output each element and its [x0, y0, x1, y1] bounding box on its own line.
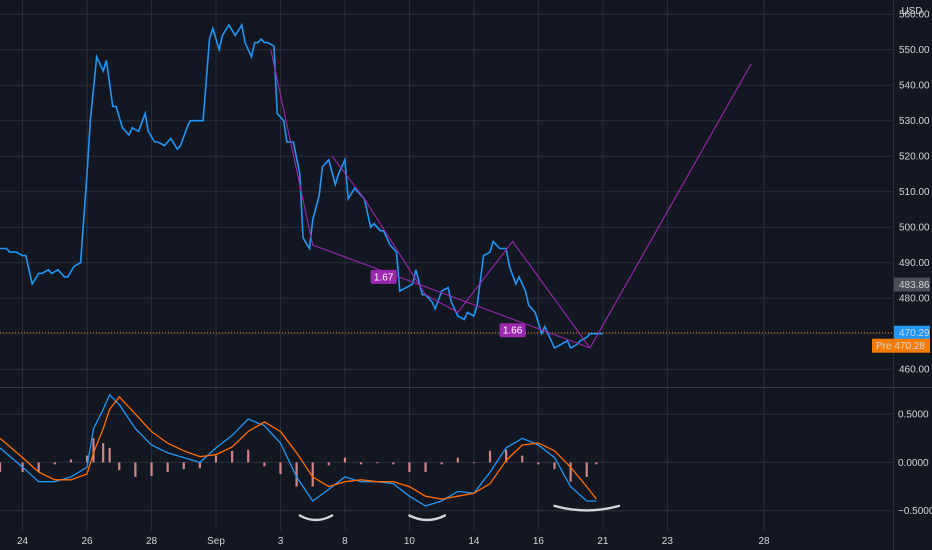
histogram-bar [37, 462, 40, 473]
last-price-label: 470.29 [899, 328, 930, 339]
histogram-bar [231, 450, 234, 463]
pattern-line[interactable] [270, 49, 591, 349]
price-tick-label: 490.00 [899, 258, 930, 269]
histogram-bar [166, 462, 169, 473]
time-tick-label: 24 [17, 536, 29, 547]
histogram-bar [279, 462, 282, 474]
histogram-bar [553, 462, 556, 470]
prev-close-label: Pre 470.28 [876, 341, 925, 352]
histogram-bar [585, 462, 588, 477]
time-tick-label: 3 [278, 536, 284, 547]
currency-label: USD [901, 6, 922, 17]
price-tick-label: 480.00 [899, 294, 930, 305]
histogram-bar [182, 462, 185, 470]
histogram-bar [521, 455, 524, 463]
histogram-bar [327, 462, 330, 466]
time-tick-label: 23 [662, 536, 674, 547]
histogram-bar [69, 459, 73, 463]
crosshair-price-box [894, 277, 930, 292]
histogram-bar [108, 447, 111, 463]
histogram-bar [440, 462, 443, 465]
time-tick-label: 26 [81, 536, 93, 547]
histogram-bar [134, 462, 137, 477]
highlight-curve[interactable] [408, 514, 447, 522]
histogram-bar [85, 455, 89, 463]
histogram-bar [311, 462, 314, 487]
price-tick-label: 460.00 [899, 365, 930, 376]
histogram-bar [488, 450, 492, 463]
histogram-bar [472, 462, 476, 464]
macd-tick-label: 0.5000 [898, 410, 929, 421]
histogram-bar [505, 449, 508, 463]
histogram-bar [118, 462, 121, 471]
histogram-bar [102, 443, 105, 463]
histogram-bar [456, 457, 459, 463]
histogram-bar [92, 438, 95, 463]
crosshair-price-label: 483.86 [899, 280, 930, 291]
histogram-bar [198, 462, 201, 469]
histogram-bar [343, 457, 347, 463]
histogram-bar [0, 462, 2, 473]
macd-tick-label: 0.0000 [898, 458, 929, 469]
last-price-box [894, 325, 930, 340]
price-tick-label: 530.00 [899, 116, 930, 127]
macd-tick-label: −0.5000 [898, 506, 932, 517]
time-tick-label: 8 [342, 536, 348, 547]
time-tick-label: 14 [468, 536, 480, 547]
histogram-bar [359, 462, 363, 465]
histogram-bar [569, 462, 572, 482]
histogram-bar [595, 462, 598, 465]
price-tick-label: 560.00 [899, 10, 930, 21]
price-tick-label: 510.00 [899, 187, 930, 198]
pattern-line[interactable] [331, 155, 591, 349]
price-tick-label: 540.00 [899, 81, 930, 92]
prev-close-box [872, 338, 930, 353]
ratio-label: 1.67 [374, 272, 394, 283]
time-tick-label: Sep [207, 536, 225, 547]
time-tick-label: 28 [758, 536, 770, 547]
histogram-bar [392, 462, 395, 465]
histogram-bar [295, 462, 298, 487]
pattern-line[interactable] [589, 63, 752, 349]
histogram-bar [150, 462, 153, 476]
histogram-bar [537, 462, 540, 465]
histogram-bar [408, 462, 411, 473]
histogram-bar [424, 462, 427, 473]
price-tick-label: 550.00 [899, 45, 930, 56]
time-tick-label: 21 [597, 536, 609, 547]
time-tick-label: 28 [146, 536, 158, 547]
time-tick-label: 10 [404, 536, 416, 547]
ratio-label-box[interactable] [370, 269, 397, 284]
histogram-bar [214, 455, 218, 463]
ratio-label-box[interactable] [499, 323, 526, 338]
price-series-line[interactable] [0, 22, 603, 350]
price-tick-label: 520.00 [899, 152, 930, 163]
histogram-bar [247, 449, 250, 463]
histogram-bar [53, 462, 56, 465]
histogram-bar [263, 462, 266, 467]
histogram-bar [376, 462, 379, 464]
signal-line[interactable] [0, 395, 597, 500]
ratio-label: 1.66 [503, 326, 523, 337]
price-tick-label: 500.00 [899, 223, 930, 234]
highlight-curve[interactable] [298, 514, 334, 522]
time-tick-label: 16 [533, 536, 545, 547]
highlight-curve[interactable] [553, 504, 621, 512]
macd-line[interactable] [0, 393, 597, 507]
